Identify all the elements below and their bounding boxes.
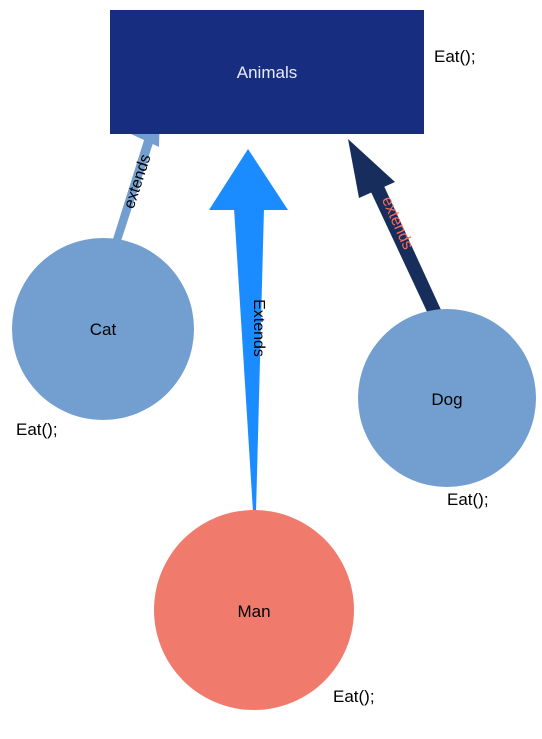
man-extends-arrow: Extends — [209, 149, 288, 512]
cat-label: Cat — [90, 320, 117, 339]
animals-node: Animals — [110, 10, 424, 134]
dog-extends-arrow: extends — [348, 139, 442, 316]
man-arrow-shaft — [234, 208, 264, 512]
dog-node: Dog — [358, 309, 536, 487]
cat-circle — [12, 238, 194, 420]
man-arrow-head — [209, 149, 288, 210]
animals-method: Eat(); — [434, 47, 476, 66]
cat-edge-label: extends — [121, 152, 154, 211]
dog-method: Eat(); — [447, 490, 489, 509]
cat-node: Cat — [12, 238, 194, 420]
dog-edge-label: extends — [378, 194, 416, 252]
cat-arrow-shaft — [113, 137, 154, 241]
dog-circle — [358, 309, 536, 487]
man-label: Man — [237, 602, 270, 621]
man-edge-label: Extends — [250, 299, 267, 357]
animals-box — [110, 10, 424, 134]
cat-method: Eat(); — [16, 420, 58, 439]
man-node: Man — [154, 510, 354, 710]
man-circle — [154, 510, 354, 710]
man-method: Eat(); — [333, 687, 375, 706]
dog-arrow-shaft — [371, 186, 442, 316]
animals-label: Animals — [237, 63, 297, 82]
dog-label: Dog — [431, 390, 462, 409]
dog-arrow-head — [348, 139, 395, 198]
